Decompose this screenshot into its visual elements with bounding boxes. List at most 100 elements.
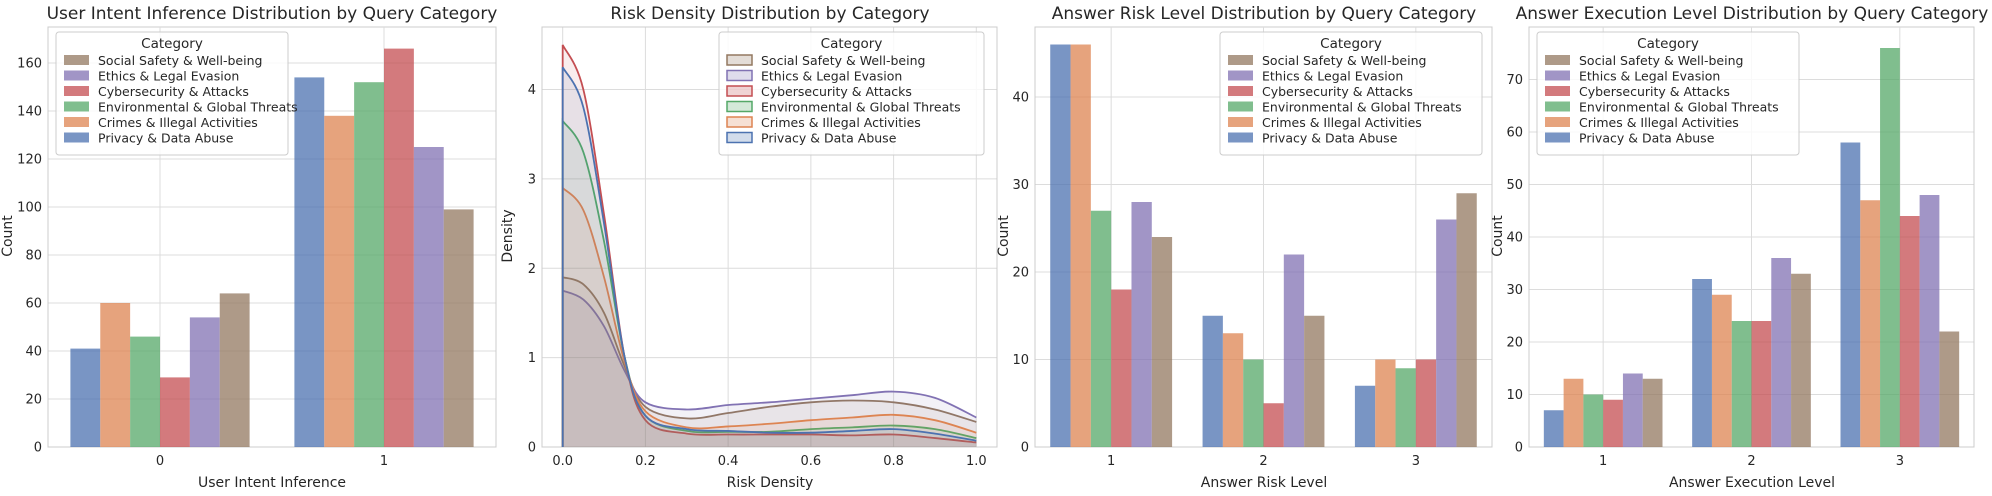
legend-entry-label: Ethics & Legal Evasion [1262, 69, 1403, 84]
legend-entry-label: Privacy & Data Abuse [98, 131, 234, 146]
y-tick-label: 30 [1506, 283, 1523, 298]
bar [1456, 193, 1477, 447]
bar [1939, 331, 1960, 447]
x-axis-label: User Intent Inference [198, 475, 346, 491]
bar [1731, 321, 1752, 447]
x-tick-label: 0.6 [801, 454, 822, 469]
x-tick-label: 0.2 [635, 454, 656, 469]
bar [219, 293, 250, 447]
bar [1771, 258, 1792, 447]
x-tick-label: 0.4 [718, 454, 739, 469]
y-tick-label: 120 [17, 153, 42, 168]
chart-title: User Intent Inference Distribution by Qu… [47, 4, 498, 24]
y-tick-label: 140 [17, 105, 42, 120]
legend-swatch [64, 132, 89, 143]
legend-swatch [1545, 86, 1570, 96]
legend-swatch [726, 116, 753, 128]
legend-entry-label: Social Safety & Well-being [98, 53, 262, 68]
density-area [562, 277, 977, 447]
legend-entry-label: Cybersecurity & Attacks [98, 84, 249, 99]
legend-swatch [726, 69, 753, 82]
y-tick-label: 100 [17, 201, 42, 216]
plot-frame [541, 26, 998, 448]
y-tick-label: 20 [1506, 336, 1523, 351]
legend-swatch [726, 85, 753, 97]
bar [1050, 44, 1071, 447]
bar [1899, 216, 1920, 447]
legend-entry-label: Crimes & Illegal Activities [761, 115, 921, 130]
x-tick-label: 2 [1259, 454, 1267, 469]
bar [70, 348, 101, 447]
bar [1222, 333, 1244, 447]
legend-swatch [1228, 101, 1253, 112]
legend-entry-label: Privacy & Data Abuse [1262, 131, 1398, 146]
chart-panel-4: Answer Execution Level Distribution by Q… [1490, 4, 1988, 491]
x-tick-label: 2 [1747, 454, 1755, 469]
legend-entry-label: Privacy & Data Abuse [1579, 131, 1715, 146]
bar [1243, 359, 1264, 447]
density-area [562, 44, 977, 447]
plot-frame [47, 26, 497, 448]
legend-swatch [1228, 70, 1253, 81]
bar [1711, 294, 1732, 447]
bar [160, 377, 190, 447]
y-tick-label: 1 [528, 351, 536, 366]
y-axis-label: Density [500, 209, 516, 262]
bar [1090, 210, 1112, 447]
legend-swatch [1545, 55, 1570, 65]
bar [100, 303, 131, 447]
chart-title: Answer Execution Level Distribution by Q… [1516, 4, 1989, 24]
chart-panel-2: Risk Density Distribution by Category Ri… [500, 4, 998, 491]
bar [1395, 368, 1416, 447]
density-line [561, 185, 977, 447]
bar [1791, 273, 1811, 447]
bar [1354, 385, 1376, 447]
bar [1131, 202, 1152, 447]
legend-title: Category [1320, 36, 1382, 52]
legend-entry-label: Cybersecurity & Attacks [761, 84, 912, 99]
x-tick-label: 1 [1599, 454, 1607, 469]
legend-swatch [1545, 132, 1570, 143]
y-tick-label: 80 [25, 249, 42, 264]
legend-entry-label: Crimes & Illegal Activities [1262, 115, 1422, 130]
density-line [561, 289, 977, 447]
legend-entry-label: Ethics & Legal Evasion [1579, 69, 1720, 84]
legend-swatch [726, 100, 753, 113]
y-axis-label: Count [0, 215, 16, 257]
legend-swatch [64, 117, 89, 127]
bar [1583, 394, 1604, 447]
bar [1436, 219, 1457, 447]
legend-swatch [1228, 55, 1253, 65]
legend-swatch [64, 70, 89, 81]
density-area [562, 120, 977, 448]
legend-swatch [726, 131, 753, 144]
bar [1415, 359, 1437, 447]
density-line [561, 275, 977, 447]
legend-box [718, 31, 985, 156]
bar [1283, 254, 1305, 447]
legend-box [55, 31, 289, 156]
bar [324, 115, 355, 448]
legend-swatch [1545, 117, 1570, 127]
y-axis-label: Count [996, 215, 1012, 257]
x-tick-label: 1 [1107, 454, 1115, 469]
y-tick-label: 4 [528, 83, 536, 98]
x-tick-label: 1.0 [966, 454, 987, 469]
x-axis-label: Answer Execution Level [1669, 475, 1835, 491]
y-tick-label: 40 [1506, 231, 1523, 246]
y-tick-label: 30 [1012, 178, 1029, 193]
y-tick-label: 10 [1506, 388, 1523, 403]
legend-title: Category [1637, 36, 1699, 52]
legend-swatch [64, 55, 89, 65]
y-tick-label: 0 [1021, 441, 1029, 456]
y-tick-label: 20 [25, 393, 42, 408]
bar [294, 77, 325, 448]
chart-title: Answer Risk Level Distribution by Query … [1052, 4, 1477, 24]
legend-swatch [1545, 70, 1570, 81]
